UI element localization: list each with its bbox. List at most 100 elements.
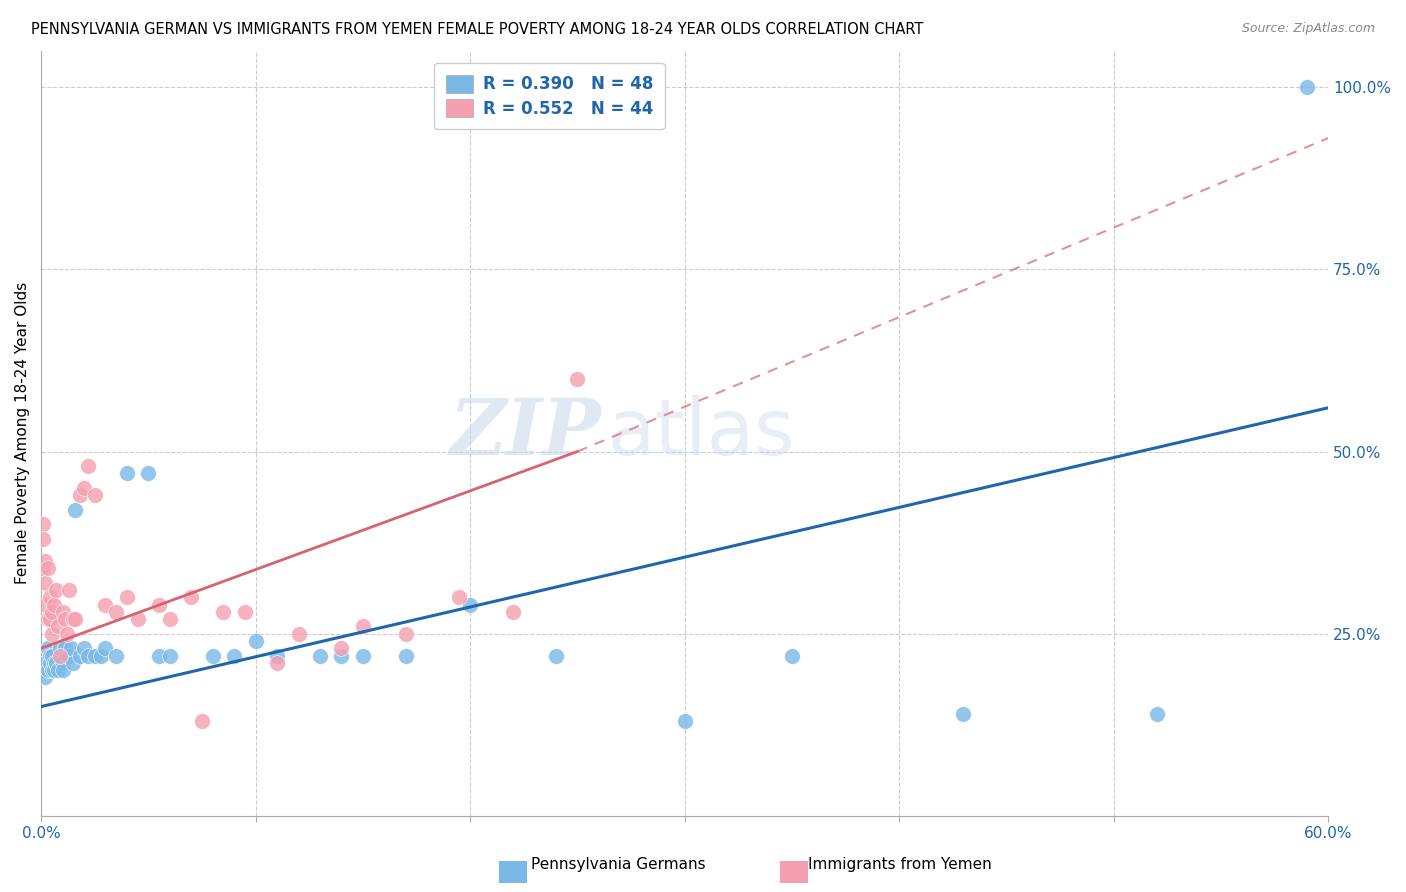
Legend: R = 0.390   N = 48, R = 0.552   N = 44: R = 0.390 N = 48, R = 0.552 N = 44 (434, 62, 665, 129)
Point (45, 582, 67, 597)
Point (37, 561, 59, 575)
Point (212, 605, 235, 619)
Point (266, 648, 288, 663)
Point (32, 663, 55, 677)
Point (41, 648, 63, 663)
Point (58, 648, 80, 663)
Point (69, 648, 91, 663)
Point (34, 554, 56, 568)
Text: Pennsylvania Germans: Pennsylvania Germans (531, 857, 706, 872)
FancyBboxPatch shape (772, 855, 817, 890)
Point (159, 648, 181, 663)
Point (51, 605, 73, 619)
Point (395, 648, 418, 663)
Point (245, 634, 267, 648)
Point (37, 641, 59, 656)
Point (94, 641, 117, 656)
Point (77, 459, 100, 474)
Point (309, 648, 332, 663)
Point (53, 612, 76, 626)
Point (90, 648, 112, 663)
Point (42, 656, 65, 670)
Point (46, 619, 69, 633)
Text: ZIP: ZIP (450, 395, 600, 472)
Point (42, 598, 65, 612)
Point (69, 488, 91, 502)
Point (673, 714, 696, 728)
Point (62, 656, 84, 670)
Point (58, 582, 80, 597)
Point (73, 481, 96, 495)
Point (180, 591, 202, 605)
Text: Immigrants from Yemen: Immigrants from Yemen (808, 857, 991, 872)
Point (65, 612, 87, 626)
Point (41, 663, 63, 677)
Point (1146, 706, 1168, 721)
Point (330, 648, 353, 663)
Point (115, 467, 138, 481)
Point (34, 670, 56, 684)
Text: Source: ZipAtlas.com: Source: ZipAtlas.com (1241, 22, 1375, 36)
Point (502, 605, 524, 619)
Point (105, 648, 128, 663)
Point (83, 648, 105, 663)
Point (458, 598, 481, 612)
Point (49, 648, 72, 663)
Point (38, 656, 60, 670)
Point (37, 612, 59, 626)
Point (127, 612, 149, 626)
Point (780, 648, 803, 663)
Point (65, 503, 87, 517)
Point (148, 598, 170, 612)
Point (395, 626, 418, 640)
Point (32, 561, 55, 575)
Point (159, 612, 181, 626)
Point (1295, 80, 1317, 95)
Point (233, 605, 256, 619)
Point (38, 612, 60, 626)
Point (51, 663, 73, 677)
Point (46, 663, 69, 677)
Point (266, 656, 288, 670)
Point (94, 598, 117, 612)
Point (191, 714, 214, 728)
Point (201, 648, 224, 663)
Point (56, 648, 79, 663)
Point (330, 641, 353, 656)
Point (62, 612, 84, 626)
Point (32, 517, 55, 532)
Point (73, 641, 96, 656)
Point (34, 598, 56, 612)
Point (138, 467, 160, 481)
Point (77, 648, 100, 663)
Point (51, 656, 73, 670)
Point (42, 663, 65, 677)
Point (32, 532, 55, 546)
Point (352, 619, 374, 633)
Point (544, 648, 567, 663)
Point (352, 648, 374, 663)
Point (449, 591, 471, 605)
Point (34, 575, 56, 590)
Point (952, 706, 974, 721)
Point (567, 371, 589, 385)
FancyBboxPatch shape (491, 855, 536, 890)
Point (83, 488, 105, 502)
Point (49, 641, 72, 656)
Y-axis label: Female Poverty Among 18-24 Year Olds: Female Poverty Among 18-24 Year Olds (15, 282, 30, 584)
Point (287, 626, 309, 640)
Point (105, 605, 128, 619)
Point (38, 648, 60, 663)
Text: PENNSYLVANIA GERMAN VS IMMIGRANTS FROM YEMEN FEMALE POVERTY AMONG 18-24 YEAR OLD: PENNSYLVANIA GERMAN VS IMMIGRANTS FROM Y… (31, 22, 924, 37)
Point (115, 591, 138, 605)
Point (38, 591, 60, 605)
Point (53, 641, 76, 656)
Text: atlas: atlas (607, 395, 794, 471)
Point (37, 663, 59, 677)
Point (45, 656, 67, 670)
Point (41, 605, 63, 619)
Point (56, 626, 79, 640)
Point (34, 656, 56, 670)
Point (148, 648, 170, 663)
Point (41, 626, 63, 640)
